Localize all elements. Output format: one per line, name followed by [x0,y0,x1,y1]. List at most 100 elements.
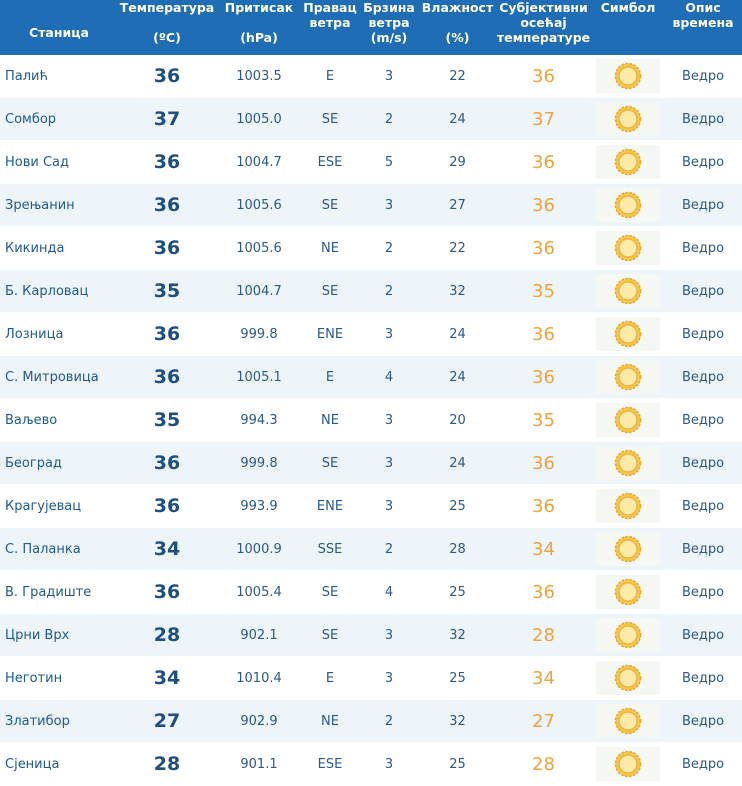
sun-icon [614,750,642,778]
table-cell: NE [302,699,358,743]
sun-icon [614,277,642,305]
sun-icon [614,664,642,692]
table-row: Сјеница 28 901.1 ESE 3 25 28 Ведро [0,742,742,786]
table-row: Нови Сад 36 1004.7 ESE 5 29 36 Ведро [0,140,742,184]
table-cell: Лозница [0,312,118,356]
table-cell: 36 [118,183,216,227]
table-cell: 4 [358,570,420,614]
table-cell: 24 [420,97,495,141]
table-cell: E [302,55,358,98]
table-cell: NE [302,226,358,270]
table-cell: Неготин [0,656,118,700]
table-cell [592,613,664,657]
table-cell: 24 [420,355,495,399]
table-cell: С. Митровица [0,355,118,399]
header-cell: Симбол [592,0,664,55]
table-cell: Ваљево [0,398,118,442]
table-cell [592,140,664,184]
table-cell: Ведро [664,656,742,700]
table-cell: 35 [118,398,216,442]
table-cell: Б. Карловац [0,269,118,313]
table-row: С. Паланка 34 1000.9 SSE 2 28 34 Ведро [0,527,742,571]
table-cell: SSE [302,527,358,571]
table-cell: Златибор [0,699,118,743]
sun-icon [614,234,642,262]
table-cell: 36 [118,55,216,98]
table-cell: 1004.7 [216,269,302,313]
table-cell: С. Паланка [0,527,118,571]
table-cell [592,527,664,571]
table-cell: 32 [420,613,495,657]
table-cell: 1010.4 [216,656,302,700]
symbol-box [596,188,660,222]
table-cell: Београд [0,441,118,485]
table-cell: 27 [420,183,495,227]
header-text: времена [672,15,734,30]
table-cell: 2 [358,226,420,270]
table-cell: 27 [495,699,592,743]
table-cell: 3 [358,55,420,98]
table-cell: Палић [0,55,118,98]
table-cell: В. Градиште [0,570,118,614]
symbol-box [596,489,660,523]
table-cell: 2 [358,269,420,313]
table-cell: 3 [358,613,420,657]
symbol-box [596,403,660,437]
table-cell: Зрењанин [0,183,118,227]
table-cell: 35 [495,398,592,442]
table-cell: 36 [495,226,592,270]
table-cell: 36 [118,355,216,399]
table-cell [592,55,664,98]
symbol-box [596,360,660,394]
table-cell: Ведро [664,55,742,98]
table-cell: 36 [495,484,592,528]
table-cell [592,226,664,270]
sun-icon [614,363,642,391]
symbol-box [596,618,660,652]
table-cell: 34 [495,656,592,700]
header-text: (ºC) [153,30,181,45]
table-row: Зрењанин 36 1005.6 SE 3 27 36 Ведро [0,183,742,227]
symbol-box [596,661,660,695]
header-text: (m/s) [370,30,408,45]
table-cell: 36 [495,441,592,485]
header-text: Брзина [363,0,415,15]
table-cell: 3 [358,656,420,700]
table-cell: 36 [495,183,592,227]
table-cell: Ведро [664,484,742,528]
table-cell: Ведро [664,742,742,786]
table-cell [592,97,664,141]
table-cell: SE [302,570,358,614]
table-cell: 2 [358,97,420,141]
table-cell: Ведро [664,355,742,399]
table-cell: Ведро [664,613,742,657]
table-cell: Ведро [664,699,742,743]
table-cell: Црни Врх [0,613,118,657]
table-cell: 2 [358,699,420,743]
header-cell: Станица [0,0,118,55]
table-cell: 993.9 [216,484,302,528]
table-cell: 3 [358,312,420,356]
table-cell: ENE [302,484,358,528]
header-cell: Субјективни осећај температуре [495,0,592,55]
table-cell: Ведро [664,527,742,571]
table-cell: 22 [420,55,495,98]
table-cell [592,656,664,700]
table-cell: 36 [495,140,592,184]
table-cell: 1005.0 [216,97,302,141]
table-cell: 24 [420,312,495,356]
table-cell: ESE [302,742,358,786]
table-cell [592,484,664,528]
table-cell: 37 [495,97,592,141]
table-cell: 3 [358,742,420,786]
table-row: Палић 36 1003.5 E 3 22 36 Ведро [0,55,742,98]
header-text: Влажност [421,0,494,15]
table-cell: Ведро [664,312,742,356]
table-cell: 3 [358,398,420,442]
table-cell: SE [302,183,358,227]
table-cell: Ведро [664,140,742,184]
symbol-box [596,145,660,179]
table-cell: 34 [495,527,592,571]
header-cell: Правац ветра [302,0,358,55]
